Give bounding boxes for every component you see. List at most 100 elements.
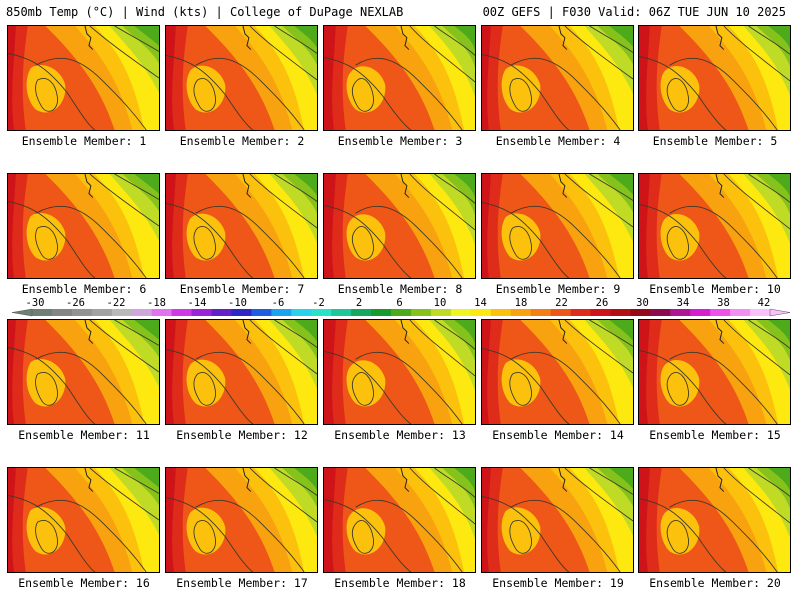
colorbar-tick-label: 2 [355,297,363,309]
ensemble-member-map [165,467,318,573]
colorbar-tick-label: -30 [25,297,45,309]
colorbar-tick-label: 30 [636,297,649,309]
product-title: 850mb Temp (°C) | Wind (kts) | College o… [6,5,404,19]
colorbar-swatch [171,309,193,316]
colorbar-swatch [271,309,292,316]
colorbar-swatch [191,309,213,316]
colorbar-swatch [151,309,173,316]
colorbar-swatch [251,309,272,316]
colorbar-tick-label: 14 [474,297,487,309]
colorbar-swatch [311,309,332,316]
colorbar-tick-label: 22 [555,297,568,309]
temperature-colorbar [12,308,790,317]
ensemble-member-map [165,319,318,425]
model-valid-time: 00Z GEFS | F030 Valid: 06Z TUE JUN 10 20… [482,5,786,19]
colorbar-swatch [410,309,432,316]
colorbar-swatch [710,309,731,316]
ensemble-member-label: Ensemble Member: 8 [337,282,463,296]
ensemble-member-label: Ensemble Member: 14 [492,428,624,442]
ensemble-member-map [7,25,160,131]
ensemble-member-label: Ensemble Member: 6 [21,282,147,296]
colorbar-swatch [750,309,771,316]
ensemble-member-label: Ensemble Member: 4 [495,134,621,148]
ensemble-member-map [481,467,634,573]
ensemble-member-label: Ensemble Member: 19 [492,576,624,590]
colorbar-tick-label: 38 [717,297,730,309]
colorbar-swatch [391,309,412,316]
colorbar-swatch [670,309,691,316]
colorbar-swatch [490,309,512,316]
ensemble-member-map [165,173,318,279]
ensemble-member-label: Ensemble Member: 11 [18,428,150,442]
colorbar-swatch [371,309,392,316]
ensemble-member-map [7,467,160,573]
colorbar-tick-label: 18 [514,297,528,309]
colorbar-tick-label: -2 [312,297,325,309]
colorbar-tick-label: -6 [271,297,285,309]
ensemble-member-map [638,319,791,425]
colorbar-tick-label: 26 [595,297,609,309]
ensemble-member-map [165,25,318,131]
colorbar-max-arrow [769,308,790,317]
ensemble-member-map [481,173,634,279]
ensemble-member-map [323,467,476,573]
ensemble-member-label: Ensemble Member: 10 [649,282,781,296]
colorbar-swatch [690,309,711,316]
ensemble-member-label: Ensemble Member: 12 [176,428,308,442]
ensemble-member-label: Ensemble Member: 17 [176,576,308,590]
colorbar-tick-label: -26 [66,297,85,309]
colorbar-swatch [550,309,572,316]
colorbar-swatch [630,309,651,316]
colorbar-swatch [730,309,751,316]
ensemble-member-map [638,173,791,279]
colorbar-tick-label: -18 [147,297,166,309]
colorbar-swatch [590,309,611,316]
colorbar-swatch [470,309,492,316]
colorbar-swatch [211,309,232,316]
ensemble-member-label: Ensemble Member: 2 [179,134,305,148]
colorbar-tick-label: 6 [396,297,403,309]
colorbar-swatch [331,309,352,316]
ensemble-member-label: Ensemble Member: 5 [652,134,778,148]
ensemble-member-label: Ensemble Member: 7 [179,282,305,296]
ensemble-member-label: Ensemble Member: 9 [495,282,621,296]
colorbar-swatch [650,309,671,316]
ensemble-member-map [323,173,476,279]
ensemble-member-label: Ensemble Member: 18 [334,576,466,590]
colorbar-swatch [291,309,312,316]
ensemble-member-label: Ensemble Member: 1 [21,134,147,148]
colorbar-tick-label: 42 [757,297,771,309]
colorbar-swatch [231,309,252,316]
colorbar-swatch [610,309,631,316]
colorbar-swatch [430,309,452,316]
colorbar-tick-label: 10 [433,297,447,309]
ensemble-member-map [7,319,160,425]
colorbar-swatch [91,309,113,316]
ensemble-member-map [323,25,476,131]
ensemble-member-map [323,319,476,425]
ensemble-member-map [7,173,160,279]
colorbar-tick-label: 34 [676,297,690,309]
ensemble-member-map [481,319,634,425]
ensemble-member-map [481,25,634,131]
ensemble-member-label: Ensemble Member: 16 [18,576,150,590]
colorbar-swatch [450,309,472,316]
ensemble-member-label: Ensemble Member: 13 [334,428,466,442]
colorbar-swatch [32,309,53,316]
colorbar-swatch [351,309,372,316]
colorbar-tick-label: -14 [187,297,207,309]
colorbar-swatch [71,309,93,316]
ensemble-member-label: Ensemble Member: 3 [337,134,463,148]
colorbar-swatch [530,309,552,316]
ensemble-member-map [638,467,791,573]
colorbar-swatch [111,309,133,316]
colorbar-tick-label: -22 [106,297,126,309]
ensemble-member-label: Ensemble Member: 20 [649,576,781,590]
ensemble-member-map [638,25,791,131]
colorbar-swatch [131,309,153,316]
ensemble-member-label: Ensemble Member: 15 [649,428,781,442]
colorbar-swatch [51,309,73,316]
colorbar-swatch [510,309,532,316]
colorbar-min-arrow [12,308,33,317]
colorbar-swatch [570,309,591,316]
